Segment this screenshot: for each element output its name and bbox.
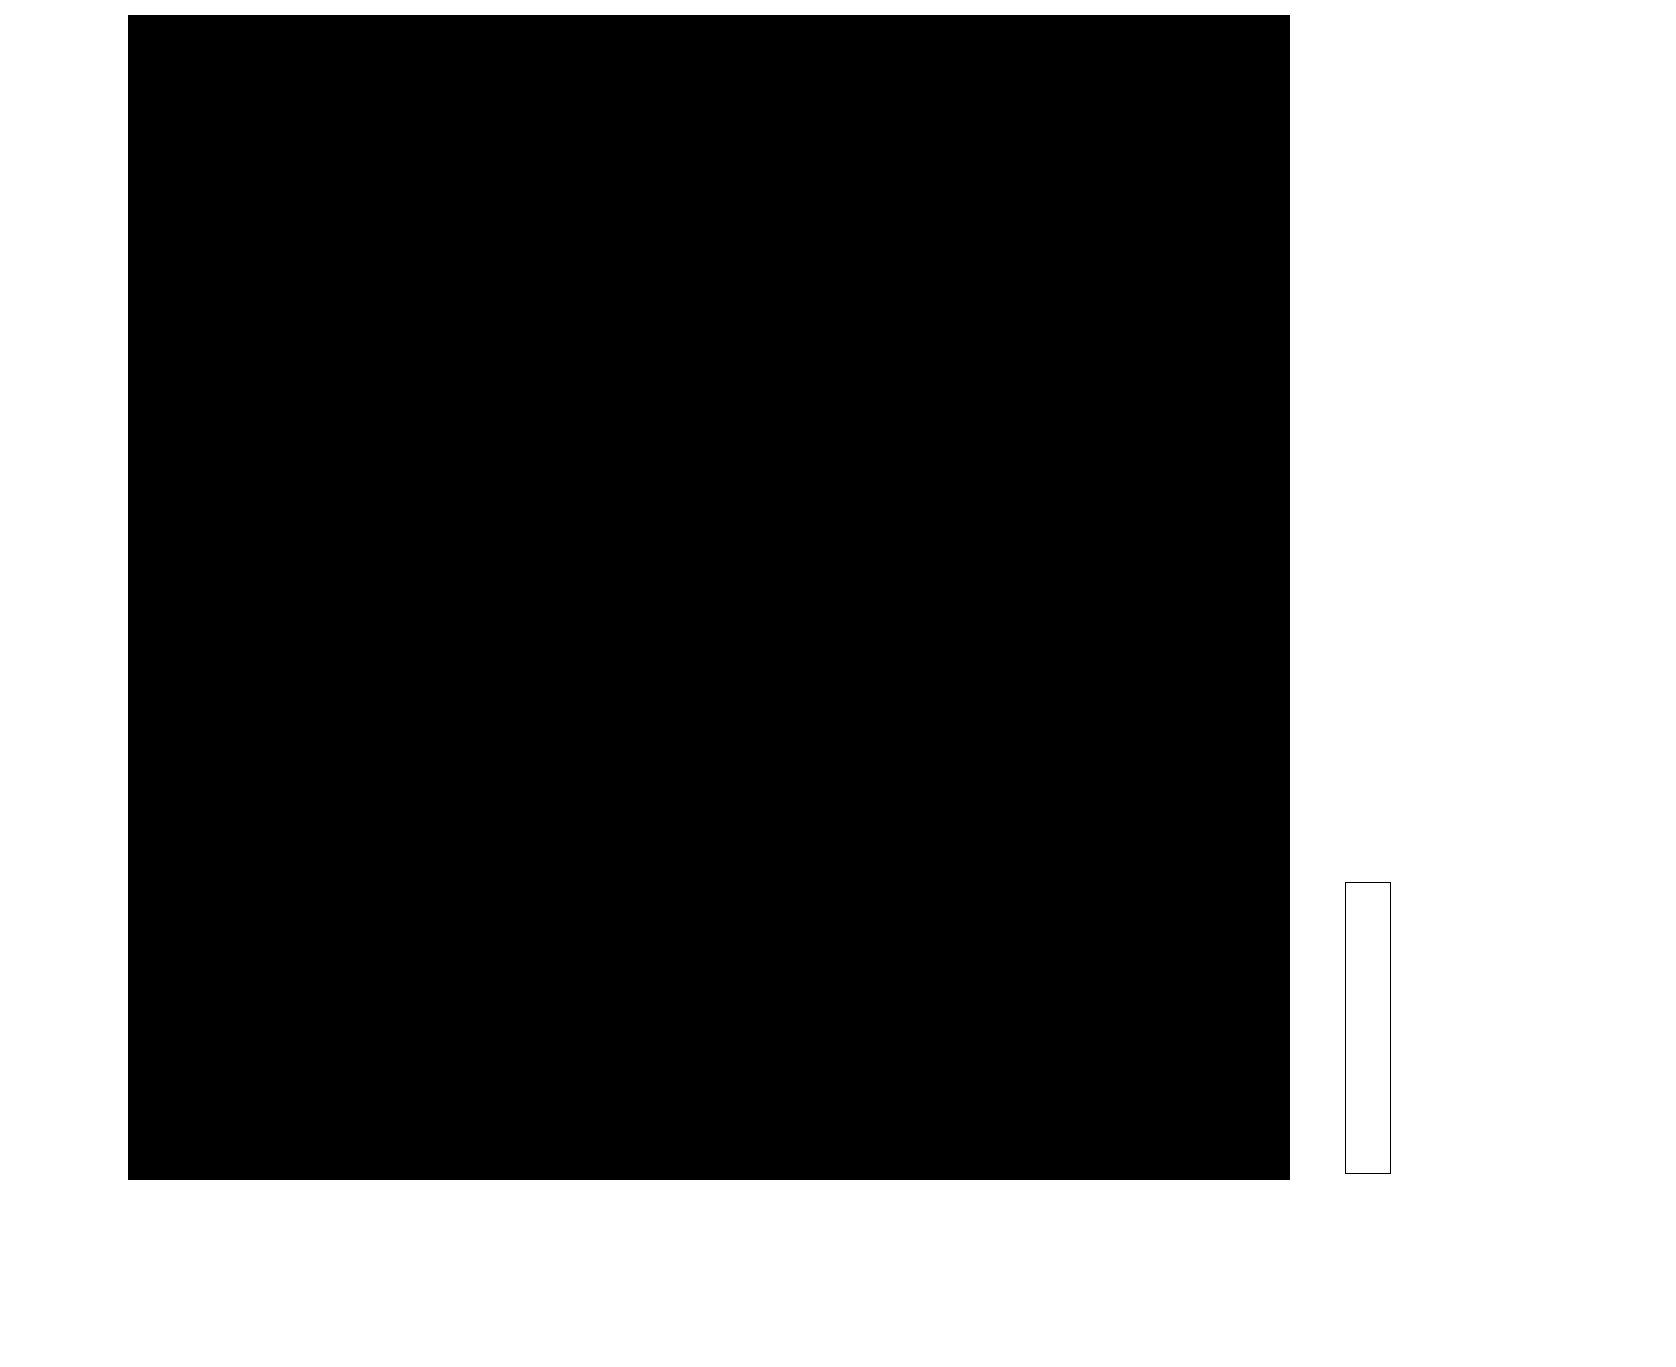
ephemeris-row-phase-angle xyxy=(1302,137,1674,171)
flux-colorbar xyxy=(1345,882,1391,1174)
aurora-image-canvas xyxy=(128,15,1290,1180)
y-axis-title xyxy=(24,477,64,717)
ephemeris-row-cml xyxy=(1302,180,1674,214)
info-panel xyxy=(1302,14,1674,272)
ephemeris-row-distance xyxy=(1302,50,1674,84)
plot-area xyxy=(128,15,1290,1180)
ephemeris-row-io-local-time xyxy=(1302,224,1674,258)
ephemeris-row-subearth-latitude xyxy=(1302,93,1674,127)
